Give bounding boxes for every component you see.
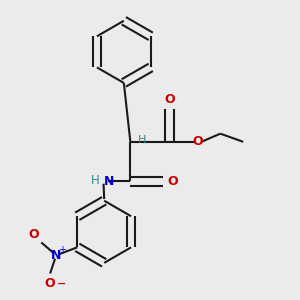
Text: +: + bbox=[58, 244, 66, 255]
Text: H: H bbox=[138, 135, 146, 145]
Text: O: O bbox=[167, 175, 178, 188]
Text: N: N bbox=[103, 175, 114, 188]
Text: O: O bbox=[28, 228, 39, 241]
Text: H: H bbox=[91, 174, 100, 187]
Text: O: O bbox=[45, 277, 56, 290]
Text: −: − bbox=[57, 278, 66, 288]
Text: N: N bbox=[51, 249, 61, 262]
Text: O: O bbox=[164, 93, 175, 106]
Text: O: O bbox=[192, 135, 203, 148]
